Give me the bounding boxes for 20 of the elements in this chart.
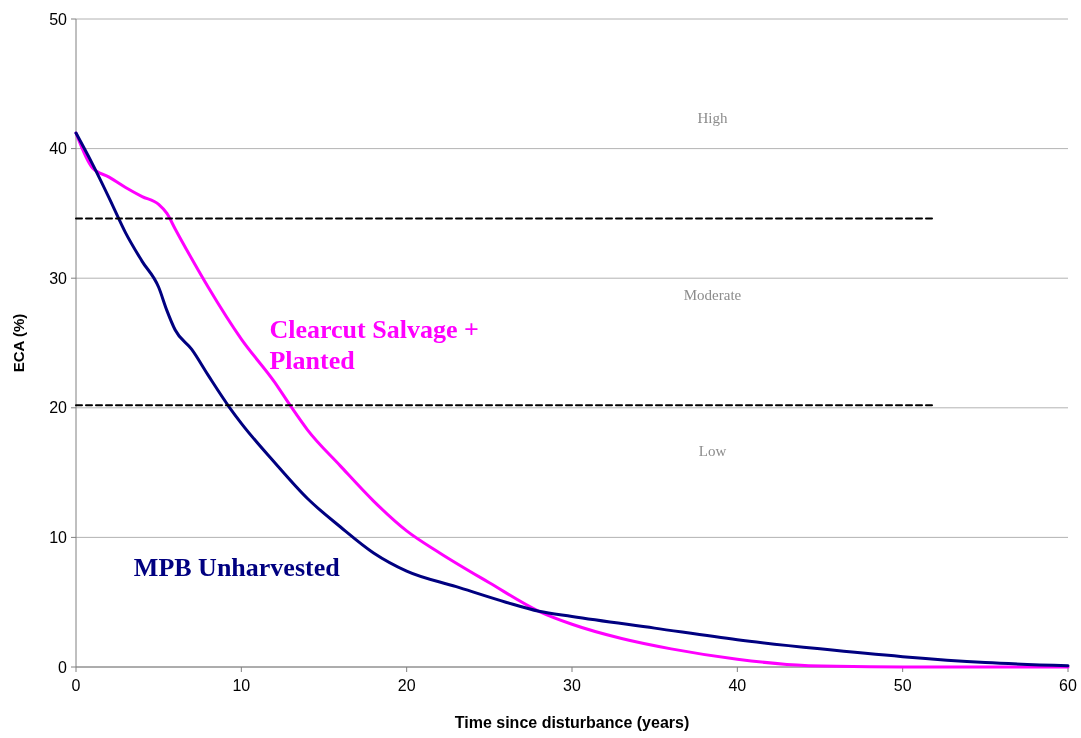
annotation: High [697, 109, 729, 126]
series-label: Clearcut Salvage + Planted [269, 314, 479, 375]
x-tick-label: 10 [232, 677, 251, 694]
y-tick-label: 20 [49, 399, 68, 417]
y-tick-label: 0 [58, 658, 68, 676]
annotation: Moderate [683, 287, 742, 304]
x-tick-label: 60 [1059, 677, 1077, 694]
x-tick-label: 20 [397, 677, 416, 694]
y-tick-label: 10 [49, 529, 68, 546]
x-axis-title: Time since disturbance (years) [454, 714, 690, 731]
x-tick-label: 50 [893, 677, 912, 694]
x-tick-label: 40 [728, 677, 747, 694]
y-tick-label: 30 [49, 269, 68, 287]
x-tick-label: 30 [563, 677, 581, 694]
annotation: Low [698, 442, 727, 459]
y-tick-label: 40 [49, 140, 68, 158]
y-axis-title: ECA (%) [10, 313, 27, 373]
y-tick-label: 50 [49, 10, 68, 28]
x-tick-label: 0 [71, 677, 81, 694]
series-label: MPB Unharvested [133, 553, 341, 583]
